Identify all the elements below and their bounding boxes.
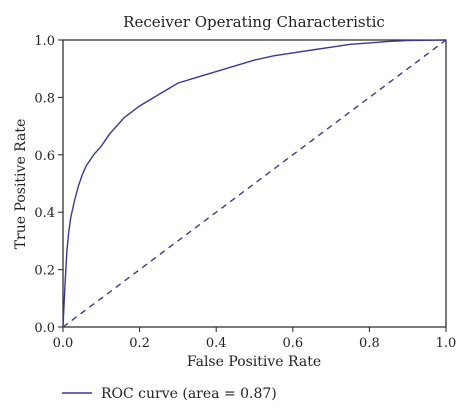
y-tick-label: 0.4 — [34, 206, 55, 221]
roc-curve-line — [62, 39, 447, 328]
y-tick-label: 0.2 — [34, 264, 55, 279]
x-axis-ticks: 0.0 0.2 0.4 0.6 0.8 1.0 — [53, 327, 457, 351]
x-tick-label: 0.0 — [53, 336, 74, 351]
x-tick-label: 0.4 — [206, 336, 227, 351]
x-tick-label: 1.0 — [436, 336, 457, 351]
y-axis-label: True Positive Rate — [13, 119, 29, 250]
series-group — [62, 39, 447, 328]
y-tick-label: 1.0 — [34, 34, 55, 49]
x-tick-label: 0.2 — [129, 336, 150, 351]
chart-title: Receiver Operating Characteristic — [123, 13, 385, 31]
legend-label: ROC curve (area = 0.87) — [101, 386, 277, 402]
chance-diagonal-line — [62, 39, 447, 328]
y-axis-ticks: 0.0 0.2 0.4 0.6 0.8 1.0 — [34, 34, 63, 336]
x-axis-label: False Positive Rate — [187, 354, 321, 370]
y-tick-label: 0.0 — [34, 321, 55, 336]
plot-area-frame — [62, 39, 447, 328]
x-tick-label: 0.6 — [282, 336, 303, 351]
y-tick-label: 0.8 — [34, 91, 55, 106]
x-tick-label: 0.8 — [359, 336, 380, 351]
y-tick-label: 0.6 — [34, 149, 55, 164]
